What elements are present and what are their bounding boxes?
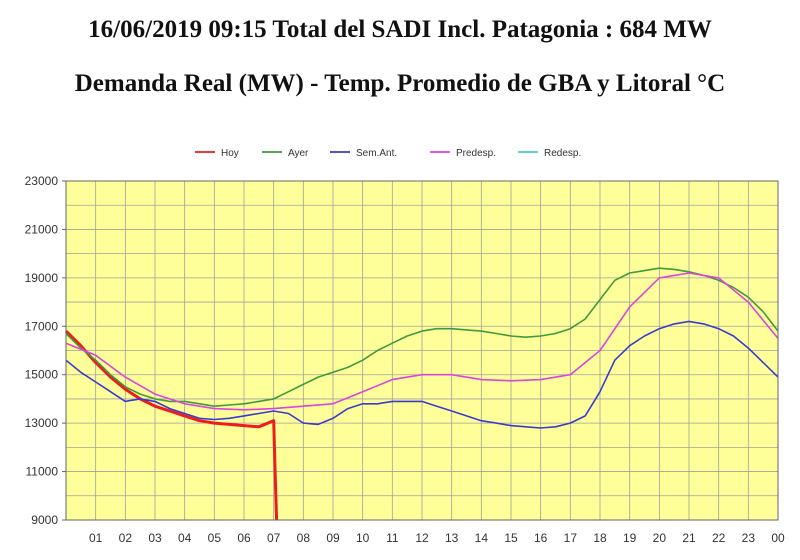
x-tick-label: 15 <box>504 531 518 545</box>
x-tick-label: 03 <box>148 531 162 545</box>
series-line-ayer <box>65 267 779 408</box>
x-tick-label: 05 <box>208 531 222 545</box>
y-axis: 23000 21000 19000 17000 15000 13000 11000 9000 <box>25 174 66 527</box>
x-tick-label: 18 <box>593 531 607 545</box>
y-tick-label: 15000 <box>25 368 59 382</box>
x-tick-label: 07 <box>267 531 281 545</box>
x-tick-label: 14 <box>475 531 489 545</box>
y-tick-label: 17000 <box>25 319 59 333</box>
x-tick-label: 02 <box>119 531 133 545</box>
x-tick-label: 20 <box>653 531 667 545</box>
legend: Hoy Ayer Sem.Ant. Predesp. Redesp. <box>195 148 581 159</box>
x-tick-label: 09 <box>326 531 340 545</box>
x-tick-label: 11 <box>386 531 399 545</box>
x-tick-label: 23 <box>742 531 756 545</box>
y-tick-label: 23000 <box>25 174 59 188</box>
x-tick-label: 00 <box>771 531 785 545</box>
x-tick-label: 06 <box>237 531 251 545</box>
series-lines <box>64 267 779 521</box>
x-tick-label: 21 <box>682 531 696 545</box>
y-tick-label: 13000 <box>25 416 59 430</box>
x-tick-label: 17 <box>564 531 578 545</box>
series-line-sem_ant <box>65 320 779 429</box>
x-tick-label: 04 <box>178 531 192 545</box>
y-tick-label: 11000 <box>26 465 59 479</box>
legend-label-sem_ant: Sem.Ant. <box>356 148 397 159</box>
x-tick-label: 19 <box>623 531 637 545</box>
legend-label-hoy: Hoy <box>221 148 239 159</box>
legend-label-ayer: Ayer <box>288 148 309 159</box>
chart-title-line-1: 16/06/2019 09:15 Total del SADI Incl. Pa… <box>88 16 712 43</box>
series-line-hoy <box>64 330 279 521</box>
x-tick-label: 10 <box>356 531 370 545</box>
x-tick-label: 01 <box>89 531 103 545</box>
y-tick-label: 9000 <box>31 513 58 527</box>
x-tick-label: 08 <box>297 531 311 545</box>
x-tick-label: 22 <box>712 531 726 545</box>
y-tick-label: 21000 <box>25 222 59 236</box>
x-tick-label: 12 <box>415 531 429 545</box>
chart-title-line-2: Demanda Real (MW) - Temp. Promedio de GB… <box>74 70 726 97</box>
legend-label-predesp: Predesp. <box>456 148 496 159</box>
series-line-predesp <box>65 272 779 411</box>
x-tick-label: 16 <box>534 531 548 545</box>
legend-label-redesp: Redesp. <box>544 148 581 159</box>
x-axis: 01 02 03 04 05 06 07 08 09 10 11 12 13 14 15 16 17 18 19 20… <box>89 531 785 545</box>
plot-frame <box>65 180 779 521</box>
y-tick-label: 19000 <box>25 271 59 285</box>
x-tick-label: 13 <box>445 531 459 545</box>
